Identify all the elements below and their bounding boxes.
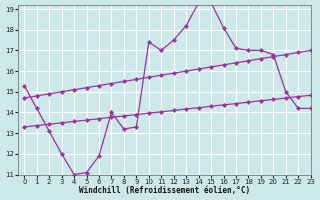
X-axis label: Windchill (Refroidissement éolien,°C): Windchill (Refroidissement éolien,°C): [79, 186, 250, 195]
